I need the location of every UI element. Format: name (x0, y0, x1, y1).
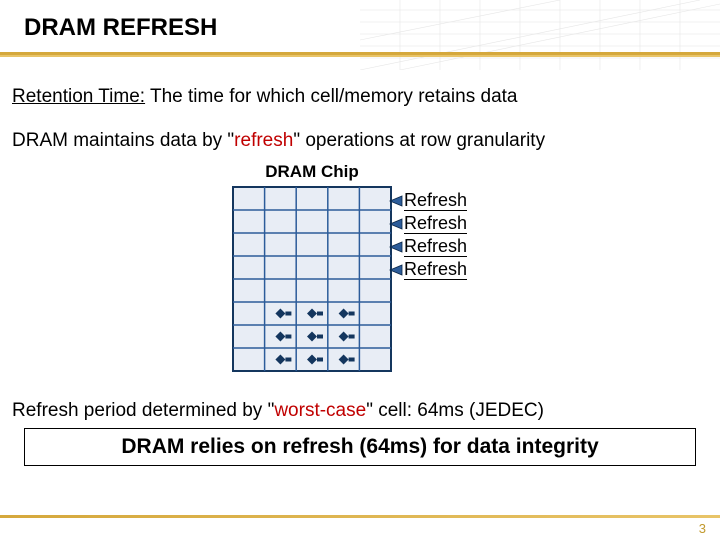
refresh-row: Refresh (404, 259, 467, 282)
left-arrow-icon (386, 261, 404, 279)
left-arrow-icon (386, 238, 404, 256)
slide-title: DRAM REFRESH (24, 14, 217, 42)
refresh-period-line: Refresh period determined by "worst-case… (0, 400, 720, 422)
refresh-row: Refresh (404, 213, 467, 236)
refresh-row: Refresh (404, 190, 467, 213)
dram-chip-grid (232, 186, 392, 372)
refresh-operations-line: DRAM maintains data by "refresh" operati… (0, 130, 720, 152)
line3-part-c: " cell: 64ms (JEDEC) (366, 400, 544, 421)
left-arrow-icon (386, 215, 404, 233)
line3-worstcase-word: worst-case (274, 400, 366, 421)
line2-part-a: DRAM maintains data by " (12, 130, 234, 151)
retention-time-line: Retention Time: The time for which cell/… (0, 86, 720, 108)
dram-chip-label: DRAM Chip (232, 162, 392, 182)
dram-chip-diagram: DRAM Chip RefreshRefreshRefreshRefresh (0, 162, 720, 382)
refresh-label: Refresh (404, 259, 467, 280)
line2-part-c: " operations at row granularity (293, 130, 545, 151)
refresh-arrow-stack: RefreshRefreshRefreshRefresh (404, 190, 467, 282)
title-underline (0, 52, 720, 58)
refresh-label: Refresh (404, 236, 467, 257)
conclusion-text: DRAM relies on refresh (64ms) for data i… (121, 435, 598, 458)
line2-refresh-word: refresh (234, 130, 293, 151)
retention-time-def: The time for which cell/memory retains d… (145, 86, 517, 107)
conclusion-box: DRAM relies on refresh (64ms) for data i… (24, 428, 696, 466)
refresh-label: Refresh (404, 213, 467, 234)
line3-part-a: Refresh period determined by " (12, 400, 274, 421)
retention-time-term: Retention Time: (12, 86, 145, 107)
page-number: 3 (699, 521, 706, 536)
refresh-label: Refresh (404, 190, 467, 211)
header-grid-decor (360, 0, 720, 70)
refresh-row: Refresh (404, 236, 467, 259)
left-arrow-icon (386, 192, 404, 210)
footer-underline (0, 515, 720, 518)
